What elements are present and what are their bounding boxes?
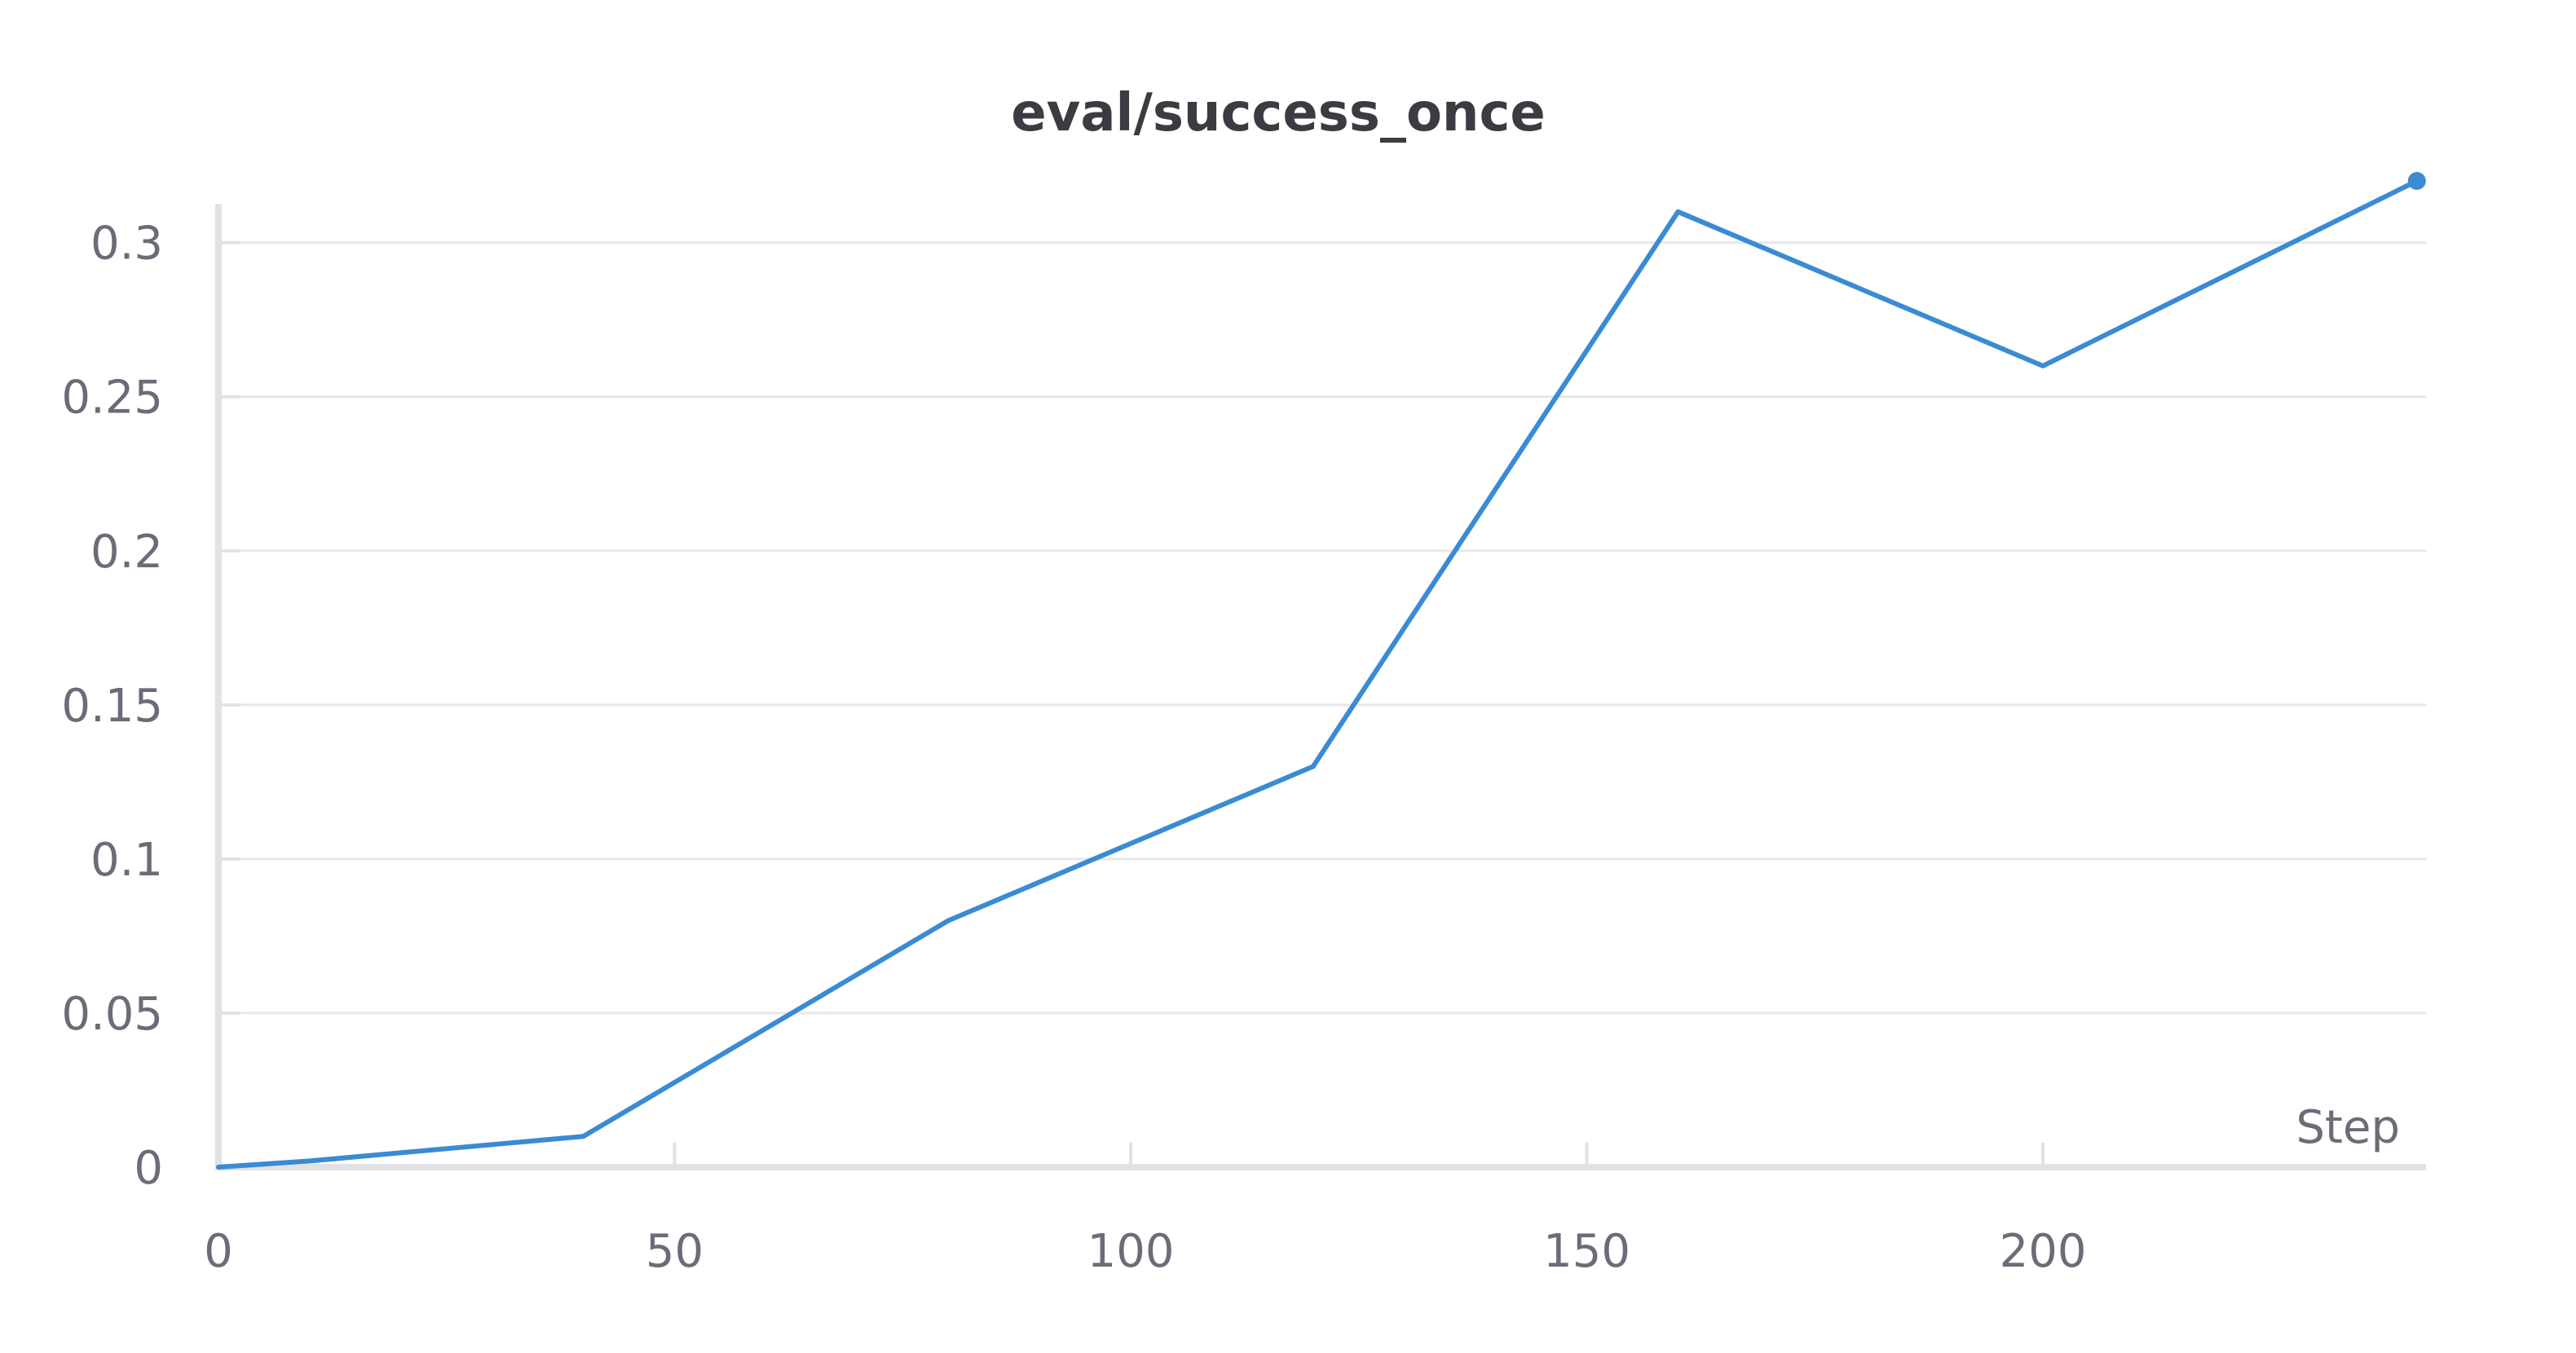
x-tick-label: 100: [1087, 1225, 1175, 1278]
y-tick-label: 0: [134, 1142, 163, 1195]
y-tick-label: 0.2: [90, 526, 163, 579]
series-line: [216, 178, 2419, 1170]
axes-layer: [215, 204, 2426, 1170]
y-tick-label: 0.15: [61, 680, 163, 733]
x-tick-label: 200: [2000, 1225, 2087, 1278]
x-axis-title: Step: [2296, 1101, 2400, 1154]
y-tick-label: 0.3: [90, 218, 163, 271]
x-tick-label: 150: [1543, 1225, 1630, 1278]
labels-layer: 0 0.05 0.1 0.15 0.2 0.25 0.3 0 50 100 150 200: [61, 218, 2086, 1278]
x-tick-label: 50: [646, 1225, 704, 1278]
y-tick-label: 0.05: [61, 988, 163, 1041]
y-tick-label: 0.25: [61, 372, 163, 425]
x-tick-label: 0: [204, 1225, 233, 1278]
chart-title: eval/success_once: [1011, 83, 1546, 143]
grid-layer: [218, 241, 2426, 1015]
y-tick-label: 0.1: [90, 834, 163, 887]
series-end-point: [2407, 172, 2426, 190]
series-layer: [216, 172, 2426, 1170]
